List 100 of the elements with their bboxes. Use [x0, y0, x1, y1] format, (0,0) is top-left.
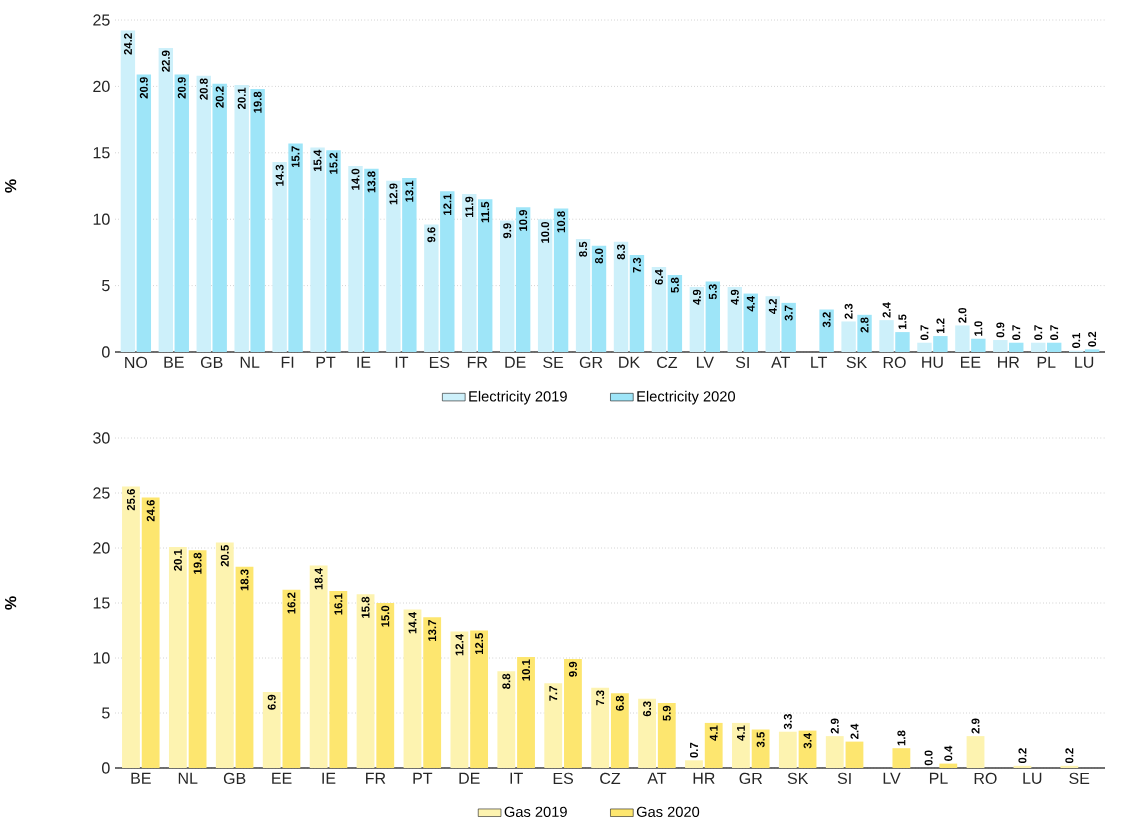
bar [553, 208, 569, 352]
x-tick-label: FR [467, 356, 488, 368]
x-tick-label: FI [281, 356, 294, 368]
bar [751, 729, 770, 769]
bar [215, 542, 234, 769]
bar [309, 565, 328, 769]
data-label: 9.9 [568, 661, 577, 677]
data-label: 22.9 [161, 50, 170, 72]
data-label: 15.7 [291, 146, 300, 168]
x-tick-label: NO [125, 356, 148, 369]
y-tick-label: 25 [93, 487, 110, 499]
data-label: 4.4 [746, 295, 755, 312]
bar [1031, 342, 1046, 352]
data-label: 3.5 [756, 732, 765, 748]
data-label: 19.8 [253, 91, 262, 113]
bar [657, 703, 676, 769]
data-label: 12.4 [455, 633, 464, 656]
bar [262, 692, 281, 769]
x-tick-label: GR [739, 772, 763, 785]
x-tick-label: IE [322, 772, 336, 784]
bar [564, 659, 582, 769]
x-tick-label: PT [316, 356, 336, 368]
x-tick-label: RO [883, 356, 906, 369]
x-tick-label: RO [974, 772, 997, 785]
x-tick-label: CZ [657, 356, 678, 369]
data-label: 11.9 [465, 196, 474, 217]
x-tick-label: BE [164, 356, 184, 368]
bar [537, 219, 553, 352]
bar [895, 332, 910, 352]
bar [1009, 342, 1024, 352]
data-label: 12.5 [475, 633, 484, 655]
data-label: 3.4 [803, 732, 812, 749]
bar [971, 338, 986, 352]
x-tick-label: IT [395, 356, 409, 368]
legend-label: Gas 2020 [636, 806, 700, 817]
bar [591, 245, 607, 352]
bar [497, 671, 516, 769]
data-label: 4.9 [730, 289, 739, 305]
bar [329, 590, 348, 769]
bar [122, 486, 140, 769]
bar [857, 314, 872, 352]
x-tick-label: PL [929, 772, 948, 784]
bar [310, 147, 325, 352]
data-label: 4.2 [768, 298, 777, 315]
x-tick-label: SK [787, 772, 809, 785]
data-label: 5.3 [708, 284, 717, 300]
bar [933, 336, 948, 352]
x-tick-label: HR [998, 356, 1020, 368]
y-axis-title: % [4, 179, 17, 193]
bar [939, 763, 958, 769]
data-label: 24.2 [123, 33, 132, 55]
bar [638, 698, 656, 769]
bar [825, 736, 844, 769]
x-tick-label: DK [619, 356, 640, 368]
bar [403, 609, 422, 769]
y-axis-title: % [4, 596, 17, 610]
bar [732, 722, 750, 769]
x-tick-label: GB [200, 356, 223, 369]
data-label: 1.0 [974, 321, 983, 336]
bar [610, 693, 629, 769]
x-tick-label: SI [837, 772, 851, 785]
data-label: 20.1 [237, 87, 246, 109]
x-tick-label: ES [553, 772, 574, 785]
bar [993, 340, 1008, 352]
data-label: 6.4 [654, 269, 663, 285]
x-tick-label: CZ [600, 772, 621, 785]
data-label: 0.2 [1018, 748, 1027, 764]
x-tick-label: LV [696, 356, 714, 368]
bar [1084, 349, 1100, 352]
data-label: 2.0 [958, 307, 967, 323]
bar [348, 166, 363, 352]
data-label: 13.8 [367, 171, 376, 193]
bar [168, 546, 187, 769]
data-label: 14.4 [408, 611, 417, 634]
data-label: 8.3 [617, 244, 626, 260]
data-label: 15.8 [361, 596, 370, 618]
data-label: 10.1 [522, 659, 531, 681]
data-label: 2.4 [850, 723, 859, 739]
bar [158, 47, 174, 352]
data-label: 3.2 [822, 312, 831, 328]
bar [819, 309, 834, 352]
data-label: 13.7 [428, 620, 437, 641]
x-tick-label: AT [771, 356, 790, 368]
x-tick-label: IE [357, 356, 371, 368]
bar [402, 178, 417, 352]
data-label: 0.2 [1088, 331, 1097, 347]
bar [212, 83, 227, 352]
data-label: 0.1 [1072, 332, 1081, 348]
x-tick-label: ES [429, 356, 450, 369]
bar [120, 30, 136, 352]
data-label: 7.3 [596, 690, 605, 706]
data-label: 12.1 [443, 193, 452, 215]
x-tick-label: BE [131, 772, 151, 784]
bar [727, 286, 743, 352]
data-label: 11.5 [481, 201, 490, 223]
x-tick-label: EE [961, 356, 981, 368]
bar [450, 631, 469, 769]
bar [575, 239, 591, 352]
bar [141, 497, 160, 769]
data-label: 10.0 [541, 221, 550, 243]
